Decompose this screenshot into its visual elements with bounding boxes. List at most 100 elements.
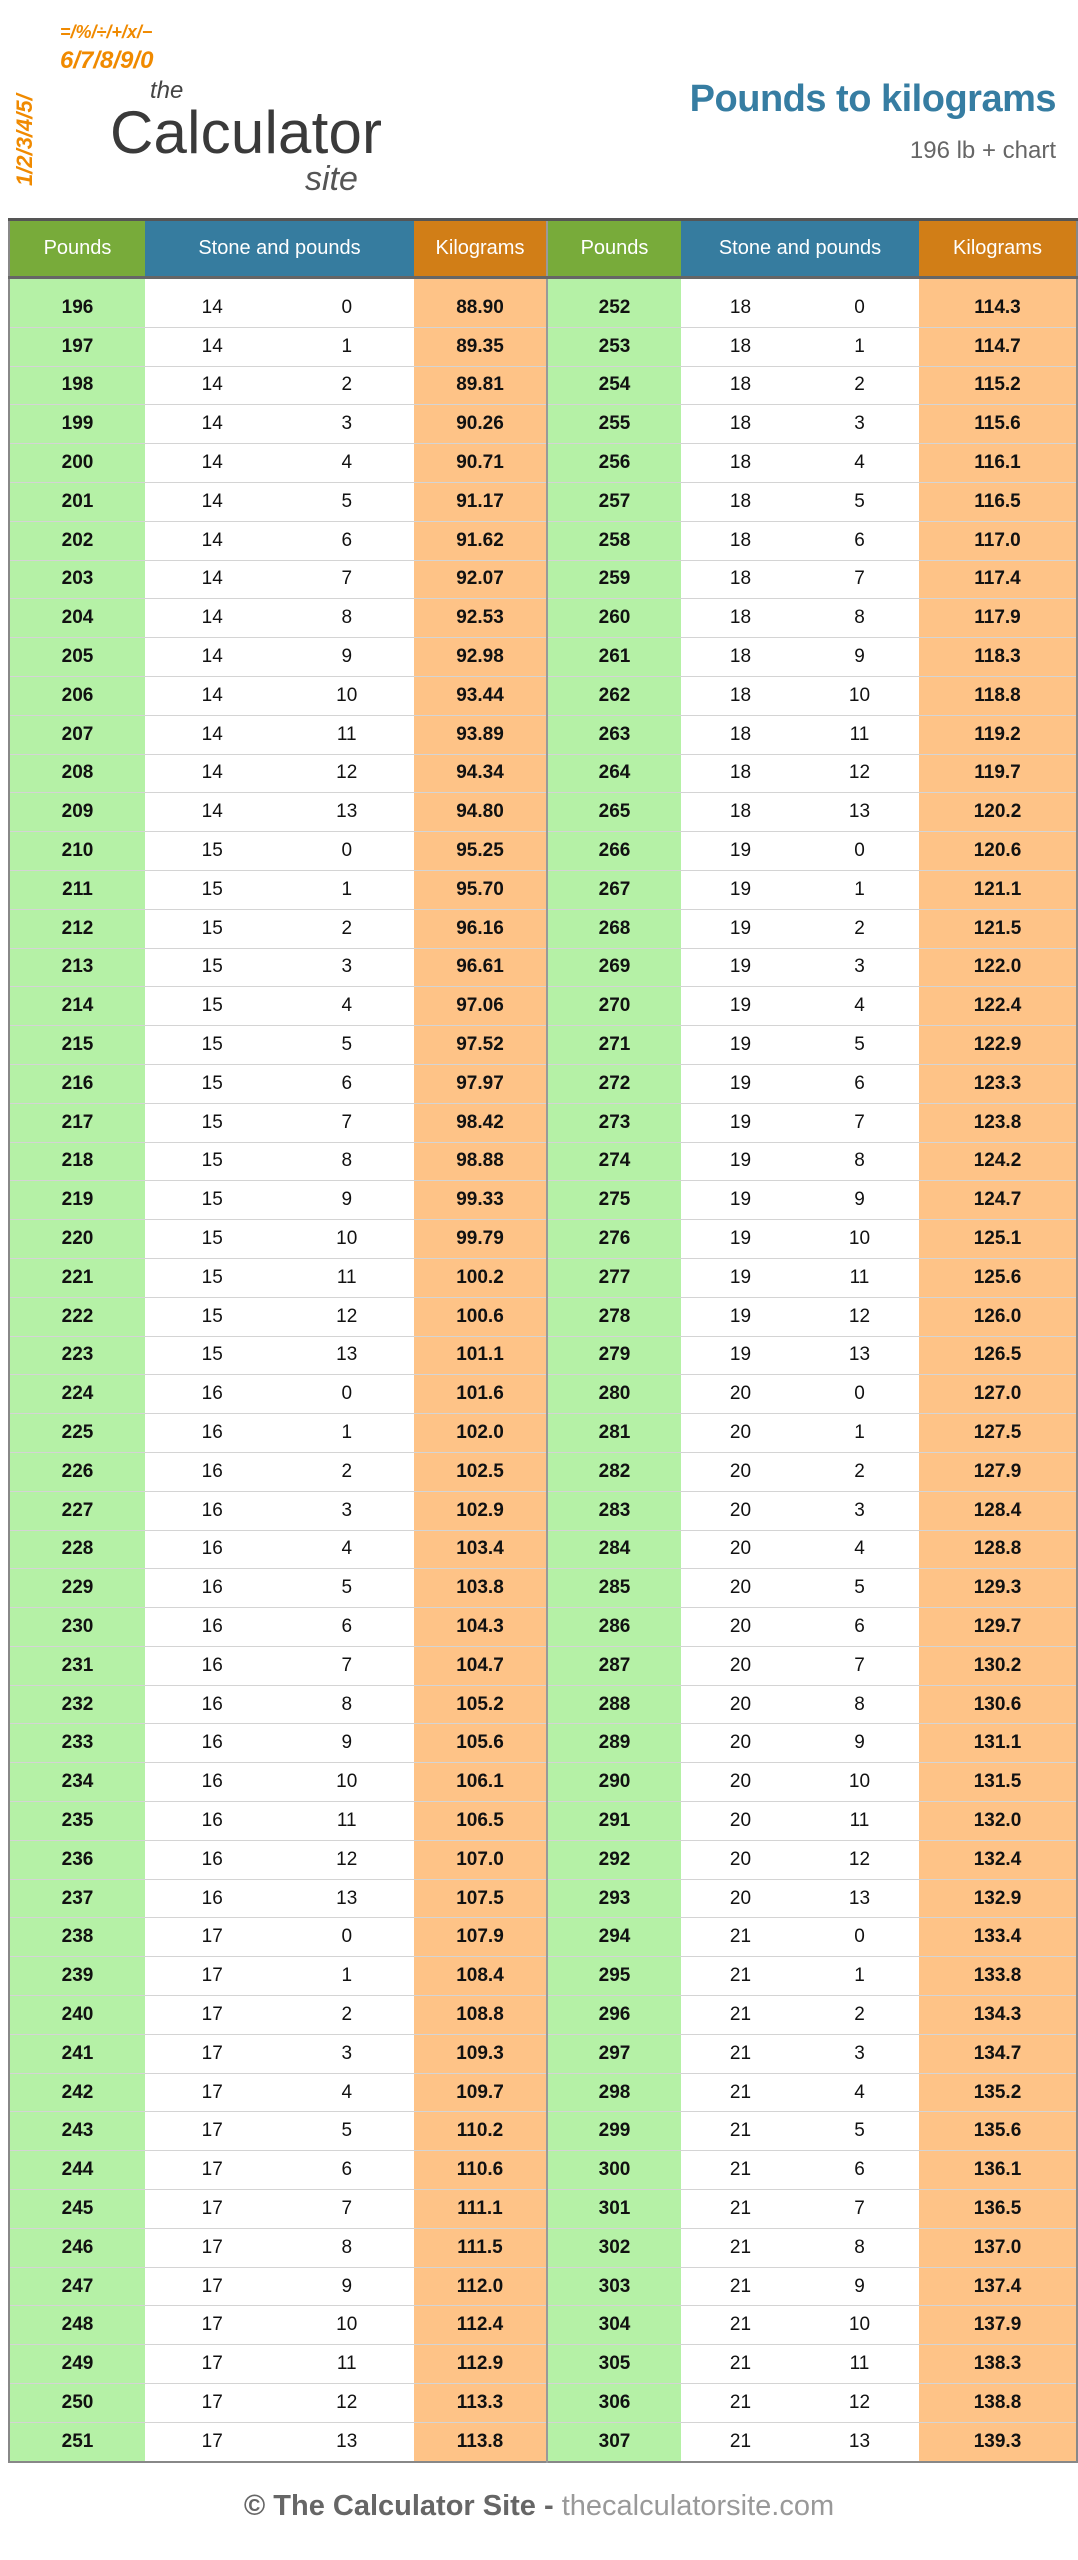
pounds-cell: 287 — [546, 1646, 681, 1686]
pounds-cell: 277 — [546, 1258, 681, 1298]
stone-pounds-cell: 15 6 — [145, 1064, 414, 1104]
kilograms-cell: 129.3 — [919, 1568, 1077, 1609]
stone-value: 14 — [201, 374, 223, 396]
stone-value: 20 — [729, 1732, 752, 1754]
stone-value: 19 — [729, 1228, 752, 1250]
kilograms-cell: 117.0 — [919, 521, 1077, 561]
stone-value: 18 — [729, 374, 752, 396]
stone-pounds-pair: 15 1 — [145, 879, 414, 901]
stone-pounds-pair: 20 13 — [681, 1888, 919, 1910]
stone-pounds-cell: 18 10 — [681, 676, 919, 716]
kilograms-cell: 105.2 — [414, 1685, 547, 1725]
pounds-cell: 304 — [546, 2305, 681, 2346]
table-row: 223 15 13 101.1 279 19 13 126.5 — [9, 1336, 1077, 1376]
conversion-table: Pounds Stone and pounds Kilograms Pounds… — [8, 218, 1078, 2463]
remaining-pounds-value: 6 — [341, 2159, 353, 2181]
stone-pounds-cell: 14 13 — [145, 792, 414, 833]
stone-pounds-cell: 15 13 — [145, 1336, 414, 1376]
stone-pounds-pair: 15 3 — [145, 956, 414, 978]
pounds-cell: 284 — [546, 1530, 681, 1570]
stone-pounds-cell: 14 12 — [145, 754, 414, 794]
stone-pounds-cell: 15 7 — [145, 1103, 414, 1143]
kilograms-cell: 90.26 — [414, 404, 547, 445]
remaining-pounds-value: 4 — [341, 2081, 353, 2103]
stone-pounds-pair: 15 5 — [145, 1034, 414, 1056]
pounds-cell: 271 — [546, 1025, 681, 1065]
col-header-stone-pounds: Stone and pounds — [681, 218, 919, 279]
kilograms-cell: 122.0 — [919, 948, 1077, 988]
stone-pounds-pair: 16 8 — [145, 1694, 414, 1716]
stone-pounds-cell: 16 7 — [145, 1646, 414, 1686]
pounds-cell: 253 — [546, 327, 681, 367]
kilograms-cell: 129.7 — [919, 1607, 1077, 1647]
footer-url: thecalculatorsite.com — [561, 2490, 835, 2522]
stone-value: 15 — [201, 1305, 223, 1327]
pounds-cell: 199 — [9, 404, 145, 445]
kilograms-cell: 133.8 — [919, 1956, 1077, 1997]
stone-value: 20 — [729, 1693, 752, 1715]
stone-pounds-pair: 15 0 — [145, 840, 414, 862]
stone-value: 17 — [201, 2391, 223, 2413]
stone-pounds-pair: 19 13 — [681, 1344, 919, 1366]
stone-pounds-pair: 18 0 — [681, 297, 919, 319]
stone-pounds-cell: 15 4 — [145, 986, 414, 1027]
stone-pounds-cell: 15 1 — [145, 870, 414, 910]
kilograms-cell: 100.2 — [414, 1258, 547, 1298]
stone-value: 14 — [201, 762, 223, 784]
remaining-pounds-value: 12 — [336, 2391, 358, 2413]
remaining-pounds-value: 10 — [848, 1228, 871, 1250]
stone-pounds-pair: 15 13 — [145, 1344, 414, 1366]
remaining-pounds-value: 0 — [341, 840, 353, 862]
stone-pounds-pair: 21 1 — [681, 1965, 919, 1987]
stone-pounds-pair: 15 2 — [145, 918, 414, 940]
stone-pounds-pair: 16 1 — [145, 1422, 414, 1444]
table-row: 207 14 11 93.89 263 18 11 119.2 — [9, 715, 1077, 755]
pounds-cell: 209 — [9, 792, 145, 833]
table-row: 201 14 5 91.17 257 18 5 116.5 — [9, 482, 1077, 522]
table-row: 226 16 2 102.5 282 20 2 127.9 — [9, 1452, 1077, 1492]
remaining-pounds-value: 7 — [341, 1654, 353, 1676]
remaining-pounds-value: 5 — [341, 1577, 353, 1599]
stone-pounds-pair: 20 3 — [681, 1500, 919, 1522]
kilograms-cell: 137.0 — [919, 2228, 1077, 2268]
pounds-cell: 301 — [546, 2189, 681, 2229]
stone-pounds-cell: 15 9 — [145, 1180, 414, 1221]
stone-value: 16 — [201, 1887, 223, 1909]
kilograms-cell: 126.5 — [919, 1336, 1077, 1376]
stone-value: 20 — [729, 1848, 752, 1870]
stone-value: 14 — [201, 684, 223, 706]
stone-pounds-cell: 19 1 — [681, 870, 919, 910]
table-row: 244 17 6 110.6 300 21 6 136.1 — [9, 2150, 1077, 2191]
stone-pounds-pair: 18 10 — [681, 685, 919, 707]
stone-pounds-cell: 19 10 — [681, 1219, 919, 1259]
table-row: 204 14 8 92.53 260 18 8 117.9 — [9, 598, 1077, 639]
kilograms-cell: 107.9 — [414, 1917, 547, 1958]
remaining-pounds-value: 2 — [854, 1460, 865, 1482]
stone-pounds-cell: 18 4 — [681, 443, 919, 483]
table-row: 198 14 2 89.81 254 18 2 115.2 — [9, 366, 1077, 406]
remaining-pounds-value: 2 — [854, 917, 865, 939]
kilograms-cell: 98.88 — [414, 1142, 547, 1182]
stone-pounds-cell: 17 12 — [145, 2383, 414, 2423]
remaining-pounds-value: 3 — [854, 1499, 865, 1521]
stone-value: 14 — [201, 413, 223, 435]
pounds-cell: 306 — [546, 2383, 681, 2423]
pounds-cell: 230 — [9, 1607, 145, 1647]
page-subtitle: 196 lb + chart — [909, 137, 1056, 164]
stone-pounds-cell: 16 6 — [145, 1607, 414, 1647]
stone-value: 14 — [201, 529, 223, 551]
kilograms-cell: 128.8 — [919, 1530, 1077, 1570]
kilograms-cell: 114.3 — [919, 277, 1077, 328]
kilograms-cell: 131.5 — [919, 1762, 1077, 1803]
stone-pounds-pair: 18 12 — [681, 762, 919, 784]
table-row: 200 14 4 90.71 256 18 4 116.1 — [9, 443, 1077, 483]
pounds-cell: 240 — [9, 1995, 145, 2035]
kilograms-cell: 106.5 — [414, 1801, 547, 1841]
stone-value: 21 — [729, 2159, 752, 2181]
pounds-cell: 254 — [546, 366, 681, 406]
stone-pounds-cell: 14 5 — [145, 482, 414, 522]
stone-pounds-cell: 18 11 — [681, 715, 919, 755]
kilograms-cell: 110.2 — [414, 2111, 547, 2152]
kilograms-cell: 127.9 — [919, 1452, 1077, 1492]
stone-pounds-pair: 21 11 — [681, 2353, 919, 2375]
